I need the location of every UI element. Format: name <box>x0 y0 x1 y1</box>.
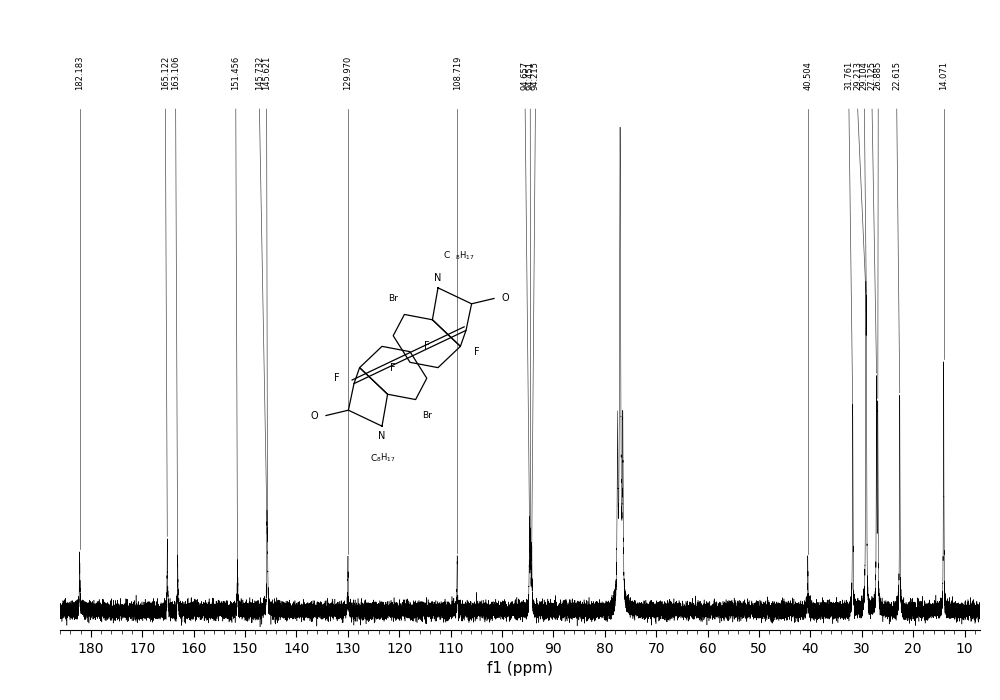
Text: C: C <box>370 454 376 463</box>
Text: 22.615: 22.615 <box>892 61 901 90</box>
Text: 165.122: 165.122 <box>161 55 170 90</box>
Text: N: N <box>378 431 386 442</box>
Text: Br: Br <box>422 411 432 420</box>
Text: Br: Br <box>388 294 398 303</box>
Text: 26.885: 26.885 <box>874 60 883 90</box>
Text: F: F <box>334 373 340 384</box>
Text: 40.504: 40.504 <box>803 61 812 90</box>
Text: 94.451: 94.451 <box>526 61 535 90</box>
Text: 94.657: 94.657 <box>521 61 530 90</box>
Text: 14.071: 14.071 <box>939 61 948 90</box>
Text: 145.732: 145.732 <box>255 55 264 90</box>
Text: 29.104: 29.104 <box>860 61 869 90</box>
Text: 94.215: 94.215 <box>531 61 540 90</box>
Text: 108.719: 108.719 <box>453 55 462 90</box>
Text: 29.213: 29.213 <box>853 61 862 90</box>
Text: C: C <box>444 251 450 260</box>
Text: F: F <box>424 342 430 351</box>
Text: $_8$H$_{17}$: $_8$H$_{17}$ <box>376 452 396 464</box>
Text: $_8$H$_{17}$: $_8$H$_{17}$ <box>455 250 474 262</box>
Text: 163.106: 163.106 <box>171 55 180 90</box>
Text: 129.970: 129.970 <box>343 55 352 90</box>
Text: 182.183: 182.183 <box>75 55 84 90</box>
Text: O: O <box>501 293 509 304</box>
Text: O: O <box>311 410 319 421</box>
Text: N: N <box>434 272 442 283</box>
X-axis label: f1 (ppm): f1 (ppm) <box>487 662 553 676</box>
Text: F: F <box>474 346 480 357</box>
Text: 145.621: 145.621 <box>262 55 271 90</box>
Text: 31.761: 31.761 <box>844 60 853 90</box>
Text: F: F <box>390 363 396 372</box>
Text: 27.125: 27.125 <box>868 61 877 90</box>
Text: 151.456: 151.456 <box>231 55 240 90</box>
